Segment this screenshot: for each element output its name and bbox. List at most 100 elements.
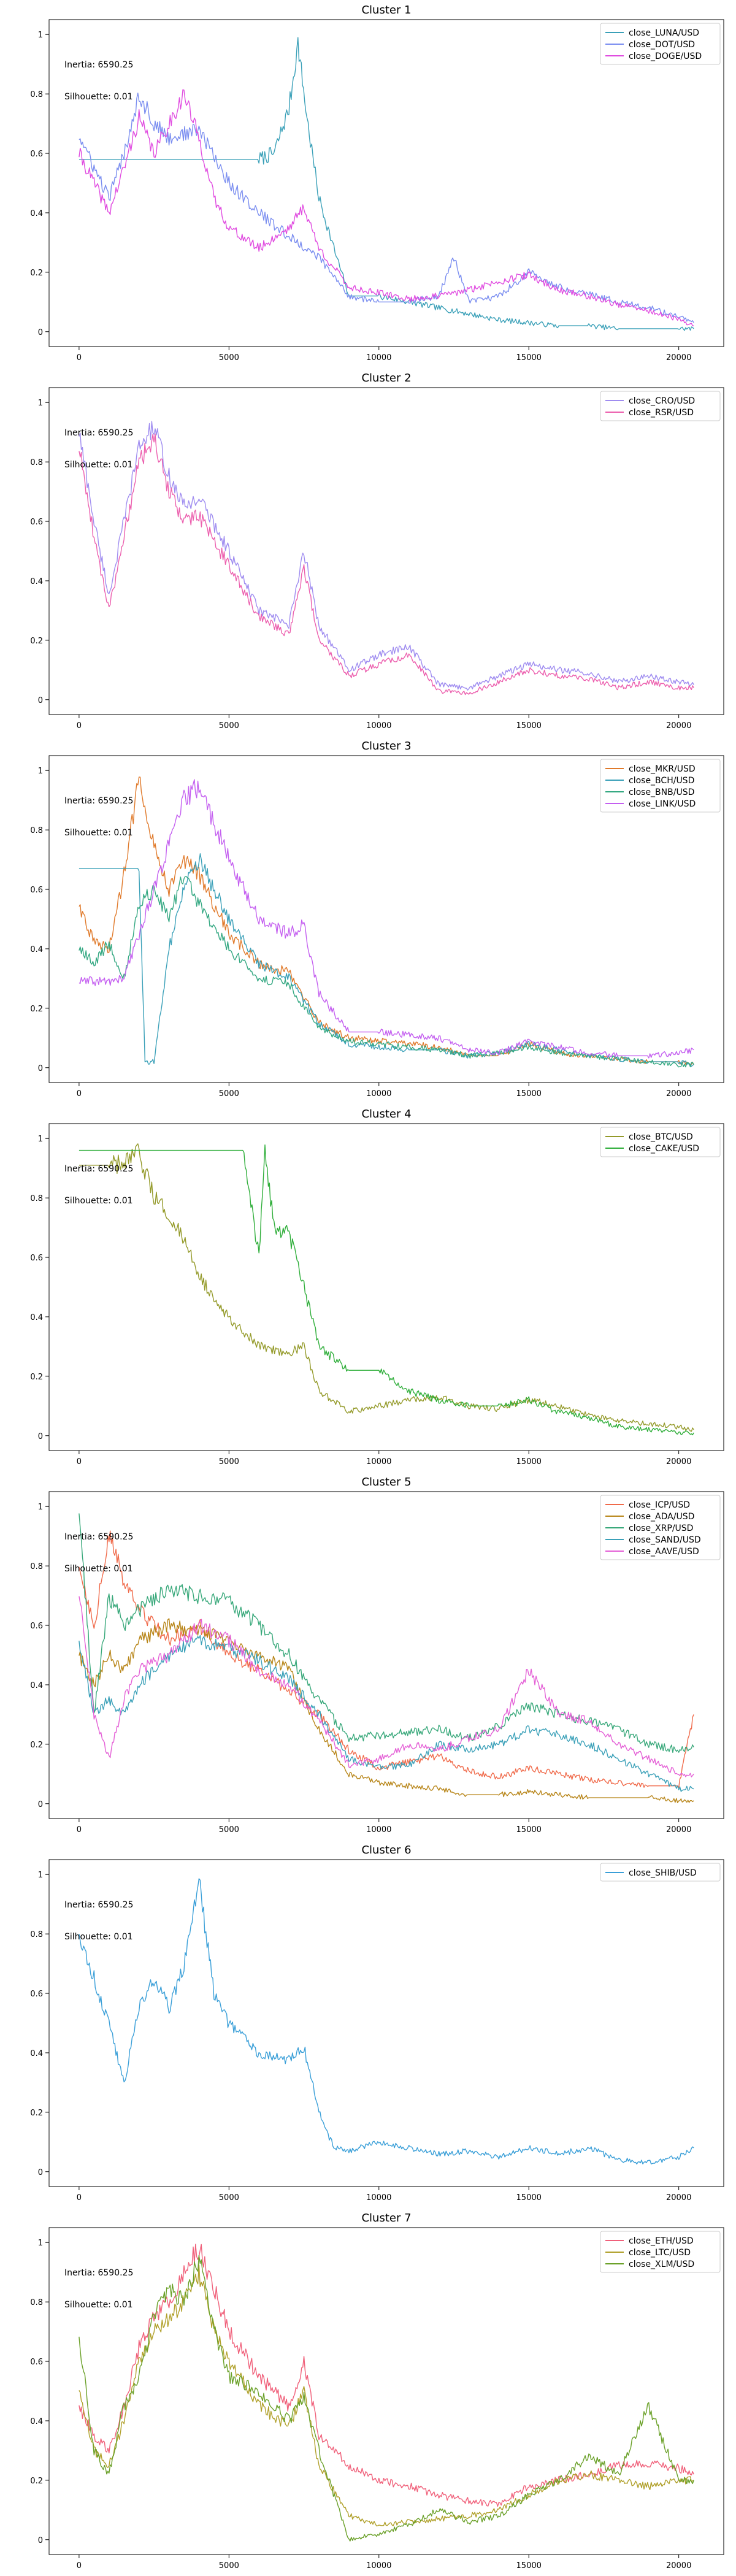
y-tick-label: 0.8 xyxy=(30,1930,43,1939)
x-tick-label: 0 xyxy=(77,1089,82,1098)
legend: close_ICP/USD close_ADA/USD close_XRP/USDc… xyxy=(600,1495,721,1560)
series-line-close-dot-usd xyxy=(79,93,694,323)
legend-label: close_ADA/USD xyxy=(629,1512,694,1522)
x-tick-label: 5000 xyxy=(219,353,239,362)
chart-cluster-4: Cluster 4 0 5000 10000 15000 20000 0 0.2 0.4 0.6 0… xyxy=(30,1108,724,1466)
series-line-close-cro-usd xyxy=(79,421,694,691)
legend-label: close_DOGE/USD xyxy=(629,52,702,61)
annotation-text: Silhouette: 0.01 xyxy=(64,1932,133,1942)
legend-label: close_XRP/USD xyxy=(629,1524,693,1533)
x-tick-label: 0 xyxy=(77,2193,82,2202)
y-tick-label: 0.2 xyxy=(30,637,43,646)
y-tick-label: 0.8 xyxy=(30,1194,43,1203)
chart-cluster-6: Cluster 6 0 5000 10000 15000 20000 0 0.2 0.4 0.6 0… xyxy=(30,1844,724,2202)
series-line-close-bnb-usd xyxy=(79,876,694,1068)
plot-area xyxy=(79,1878,694,2165)
y-tick-label: 0.4 xyxy=(30,1313,43,1322)
y-tick-label: 0.2 xyxy=(30,1741,43,1750)
chart-title: Cluster 1 xyxy=(361,4,411,17)
x-tick-label: 20000 xyxy=(666,2193,691,2202)
plot-area xyxy=(79,776,694,1068)
y-tick-label: 0.4 xyxy=(30,945,43,954)
y-tick-label: 1 xyxy=(38,1503,43,1512)
annotation-text: Silhouette: 0.01 xyxy=(64,460,133,470)
legend-label: close_DOT/USD xyxy=(629,40,695,50)
y-tick-label: 0 xyxy=(38,696,43,705)
legend-label: close_SAND/USD xyxy=(629,1535,701,1545)
legend-label: close_MKR/USD xyxy=(629,764,696,774)
annotation-text: Silhouette: 0.01 xyxy=(64,2300,133,2310)
axes-frame xyxy=(48,1859,724,2187)
x-tick-label: 20000 xyxy=(666,353,691,362)
x-tick-label: 10000 xyxy=(366,2193,391,2202)
chart-cluster-1: Cluster 1 0 5000 10000 15000 20000 0 0.2 0.4 0.6 0… xyxy=(30,4,724,362)
axes-frame xyxy=(48,2227,724,2555)
y-tick-label: 1 xyxy=(38,2239,43,2248)
series-line-close-shib-usd xyxy=(79,1878,694,2165)
legend-label: close_RSR/USD xyxy=(629,408,694,418)
chart-cluster-7: Cluster 7 0 5000 10000 15000 20000 0 0.2 0.4 0.6 0… xyxy=(30,2212,724,2570)
y-tick-label: 0.2 xyxy=(30,269,43,278)
y-tick-label: 0 xyxy=(38,2168,43,2177)
legend: close_ETH/USD close_LTC/USD close_XLM/USD xyxy=(600,2231,721,2273)
y-tick-label: 0.2 xyxy=(30,1005,43,1014)
x-tick-label: 5000 xyxy=(219,2193,239,2202)
axes-frame xyxy=(48,19,724,347)
x-tick-label: 15000 xyxy=(516,1089,542,1098)
legend-box xyxy=(600,2231,721,2273)
y-tick-label: 0.8 xyxy=(30,2298,43,2307)
legend-box xyxy=(600,391,721,421)
x-tick-label: 15000 xyxy=(516,353,542,362)
plot-area xyxy=(79,421,694,696)
annotation-text: Inertia: 6590.25 xyxy=(64,1900,133,1910)
x-tick-label: 15000 xyxy=(516,2193,542,2202)
legend-box xyxy=(600,23,721,65)
x-tick-label: 20000 xyxy=(666,1825,691,1834)
y-tick-label: 0 xyxy=(38,2536,43,2545)
x-tick-label: 10000 xyxy=(366,1825,391,1834)
legend-label: close_XLM/USD xyxy=(629,2260,694,2269)
y-tick-label: 0 xyxy=(38,1064,43,1073)
plot-area xyxy=(79,37,694,331)
series-line-close-bch-usd xyxy=(79,853,694,1067)
x-tick-label: 15000 xyxy=(516,2561,542,2570)
legend-box xyxy=(600,759,721,813)
x-tick-label: 0 xyxy=(77,1457,82,1466)
x-tick-label: 10000 xyxy=(366,721,391,730)
legend-label: close_LUNA/USD xyxy=(629,28,699,38)
y-tick-label: 1 xyxy=(38,31,43,40)
axes-frame xyxy=(48,1123,724,1451)
legend-label: close_SHIB/USD xyxy=(629,1868,697,1878)
series-line-close-doge-usd xyxy=(79,89,694,326)
chart-title: Cluster 5 xyxy=(361,1476,411,1489)
y-tick-label: 0 xyxy=(38,328,43,337)
annotation-text: Inertia: 6590.25 xyxy=(64,60,133,70)
annotation-text: Silhouette: 0.01 xyxy=(64,1564,133,1574)
series-line-close-xrp-usd xyxy=(79,1513,694,1753)
y-tick-label: 0.6 xyxy=(30,886,43,895)
legend: close_BTC/USD close_CAKE/USD xyxy=(600,1127,721,1157)
legend-label: close_BNB/USD xyxy=(629,788,694,797)
axes-frame xyxy=(48,755,724,1083)
y-tick-label: 0.2 xyxy=(30,2109,43,2118)
x-tick-label: 10000 xyxy=(366,2561,391,2570)
chart-cluster-3: Cluster 3 0 5000 10000 15000 20000 0 0.2 0.4 0.6 0… xyxy=(30,740,724,1098)
y-tick-label: 0.4 xyxy=(30,2417,43,2426)
y-tick-label: 0.4 xyxy=(30,1681,43,1690)
legend-label: close_ICP/USD xyxy=(629,1500,690,1510)
legend-label: close_ETH/USD xyxy=(629,2236,694,2246)
y-tick-label: 1 xyxy=(38,767,43,776)
plot-area xyxy=(79,2244,694,2542)
x-tick-label: 10000 xyxy=(366,1457,391,1466)
y-tick-label: 0.2 xyxy=(30,2477,43,2486)
series-line-close-icp-usd xyxy=(79,1530,694,1788)
series-line-close-ltc-usd xyxy=(79,2264,694,2527)
legend-box xyxy=(600,1127,721,1157)
series-line-close-sand-usd xyxy=(79,1635,694,1792)
legend: close_LUNA/USD close_DOT/USD close_DOGE/US… xyxy=(600,23,721,65)
y-tick-label: 1 xyxy=(38,1871,43,1880)
series-line-close-cake-usd xyxy=(79,1144,694,1436)
x-tick-label: 15000 xyxy=(516,1457,542,1466)
y-tick-label: 0.8 xyxy=(30,1562,43,1571)
